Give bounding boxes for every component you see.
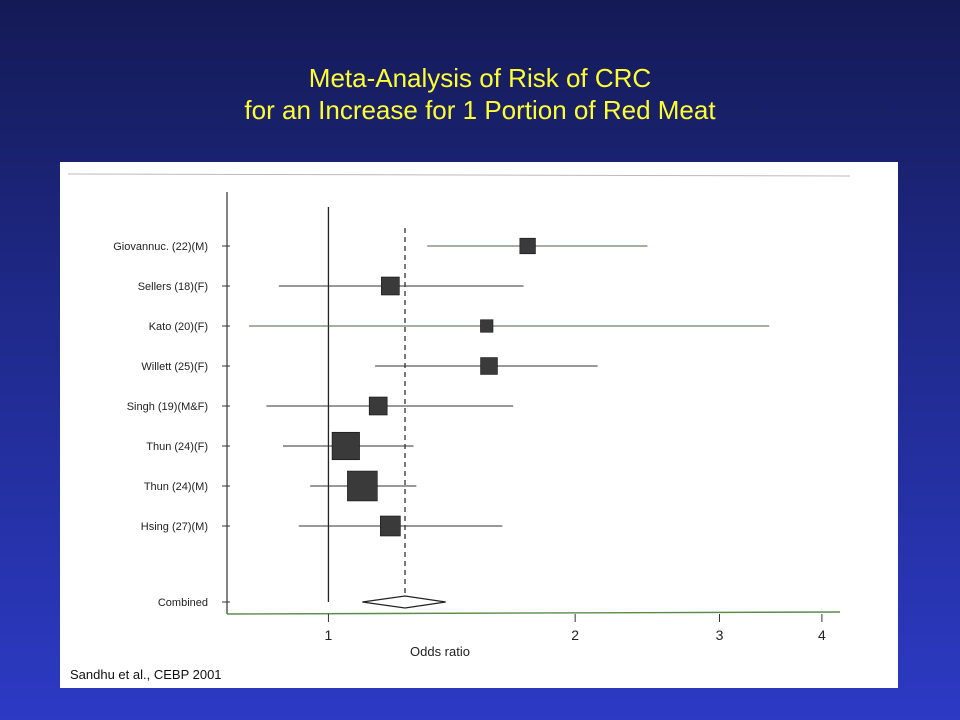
combined-diamond [362,595,446,609]
study-label: Hsing (27)(M) [141,521,208,533]
study-estimate-box [519,237,536,255]
forest-plot: Giovannuc. (22)(M) Sellers (18)(F) Kato (2… [67,173,851,659]
study-label: Kato (20)(F) [149,321,208,333]
slide-title: Meta-Analysis of Risk of CRC for an Incr… [0,62,960,126]
study-label: Singh (19)(M&F) [127,401,208,413]
citation: Sandhu et al., CEBP 2001 [70,667,222,682]
x-axis-label: Odds ratio [410,644,470,659]
study-estimate-box [480,357,498,375]
x-tick-label: 2 [571,627,579,643]
study-estimate-box [331,431,360,461]
study-label: Sellers (18)(F) [138,281,208,293]
x-tick-label: 4 [818,627,826,643]
top-border-line [67,173,851,177]
x-axis-line [226,611,841,615]
x-tick-label: 3 [716,627,724,643]
combined-label: Combined [158,597,208,609]
study-estimate-box [381,276,400,296]
study-label: Thun (24)(F) [146,441,208,453]
forest-plot-panel: Giovannuc. (22)(M) Sellers (18)(F) Kato (2… [60,162,898,688]
x-tick-label: 1 [325,627,333,643]
study-label: Giovannuc. (22)(M) [113,241,208,253]
study-estimate-box [380,515,401,537]
study-estimate-box [347,470,378,502]
forest-content: Giovannuc. (22)(M) Sellers (18)(F) Kato (2… [113,207,826,643]
title-line-1: Meta-Analysis of Risk of CRC [308,63,652,93]
study-estimate-box [368,396,388,416]
study-estimate-box [480,319,494,333]
study-label: Willett (25)(F) [141,361,208,373]
study-label: Thun (24)(M) [144,481,208,493]
title-line-2: for an Increase for 1 Portion of Red Mea… [244,95,716,125]
